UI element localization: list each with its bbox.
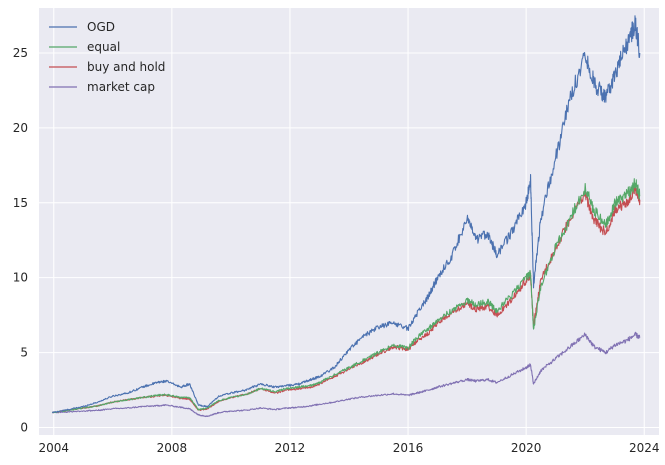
legend: OGD equal buy and hold market cap [49, 20, 165, 94]
legend-label: market cap [87, 80, 155, 94]
x-tick-label: 2012 [275, 441, 306, 455]
x-tick-label: 2016 [393, 441, 424, 455]
x-tick-label: 2020 [511, 441, 542, 455]
y-tick-label: 0 [20, 421, 28, 435]
x-tick-label: 2008 [157, 441, 188, 455]
x-tick-label: 2024 [629, 441, 660, 455]
y-axis-ticks: 0 5 10 15 20 25 [13, 46, 28, 435]
y-tick-label: 20 [13, 121, 28, 135]
x-axis-ticks: 2004 2008 2012 2016 2020 2024 [38, 441, 659, 455]
grid-lines [39, 8, 659, 435]
y-tick-label: 5 [20, 346, 28, 360]
series-line-OGD [51, 15, 641, 414]
series-line-market-cap [52, 331, 641, 418]
y-tick-label: 15 [13, 196, 28, 210]
legend-label: equal [87, 40, 120, 54]
series-lines [51, 15, 641, 418]
y-tick-label: 25 [13, 46, 28, 60]
plot-background [39, 8, 659, 435]
series-line-equal [51, 178, 641, 414]
x-tick-label: 2004 [38, 441, 69, 455]
legend-label: OGD [87, 20, 115, 34]
legend-label: buy and hold [87, 60, 165, 74]
y-tick-label: 10 [13, 271, 28, 285]
